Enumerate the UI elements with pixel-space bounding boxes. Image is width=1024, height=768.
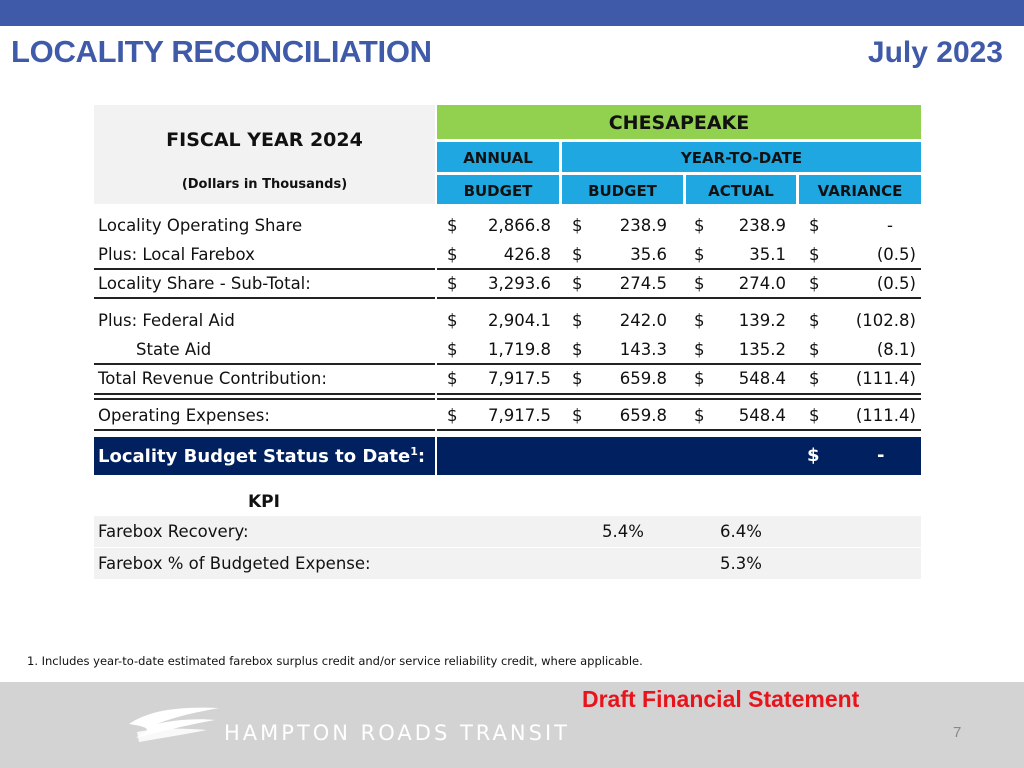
row-divider [437,429,921,431]
brand-name: HAMPTON ROADS TRANSIT [224,721,570,745]
row-divider [94,393,435,395]
draft-label: Draft Financial Statement [582,686,860,712]
page-title: LOCALITY RECONCILIATION [11,34,432,69]
ytd-header: YEAR-TO-DATE [562,142,921,172]
annual-header: ANNUAL [437,142,559,172]
kpi-row: Farebox % of Budgeted Expense: 5.3% [94,548,921,579]
top-bar [0,0,1024,26]
ytd-budget-header: BUDGET [562,175,683,204]
kpi-row: Farebox Recovery: 5.4% 6.4% [94,516,921,547]
row-divider [437,363,921,365]
budget-status-row: Locality Budget Status to Date1: $ - [94,437,921,475]
budget-status-currency: $ [807,445,820,466]
budget-status-value: - [877,445,885,466]
hrt-logo-icon [129,707,219,742]
table-row: Plus: Federal Aid $2,904.1 $242.0 $139.2… [98,311,916,330]
table-row: Plus: Local Farebox $426.8 $35.6 $35.1 $… [98,245,916,264]
row-divider [437,268,921,270]
table-row: Locality Share - Sub-Total: $3,293.6 $27… [98,274,916,293]
row-divider [437,398,921,400]
row-divider [437,297,921,299]
page-number: 7 [953,724,962,741]
report-date: July 2023 [867,36,1003,69]
row-divider [94,363,435,365]
kpi-title: KPI [248,492,280,512]
row-divider [94,398,435,400]
row-divider [94,429,435,431]
budget-status-label: Locality Budget Status to Date1: [98,445,426,467]
locality-header: CHESAPEAKE [437,105,921,139]
ytd-actual-header: ACTUAL [686,175,796,204]
table-row: State Aid $1,719.8 $143.3 $135.2 $ (8.1) [136,340,916,359]
fiscal-year: FISCAL YEAR 2024 [166,129,363,151]
table-row: Operating Expenses: $7,917.5 $659.8 $548… [98,406,916,425]
table-row: Locality Operating Share $2,866.8 $238.9… [98,216,893,235]
annual-budget-header: BUDGET [437,175,559,204]
table-header-left: FISCAL YEAR 2024 (Dollars in Thousands) [94,105,435,204]
units-note: (Dollars in Thousands) [181,177,348,192]
row-divider [437,393,921,395]
table-row: Total Revenue Contribution: $7,917.5 $65… [98,369,916,388]
row-divider [94,297,435,299]
row-divider [94,268,435,270]
ytd-variance-header: VARIANCE [799,175,921,204]
footnote: 1. Includes year-to-date estimated fareb… [27,654,643,668]
